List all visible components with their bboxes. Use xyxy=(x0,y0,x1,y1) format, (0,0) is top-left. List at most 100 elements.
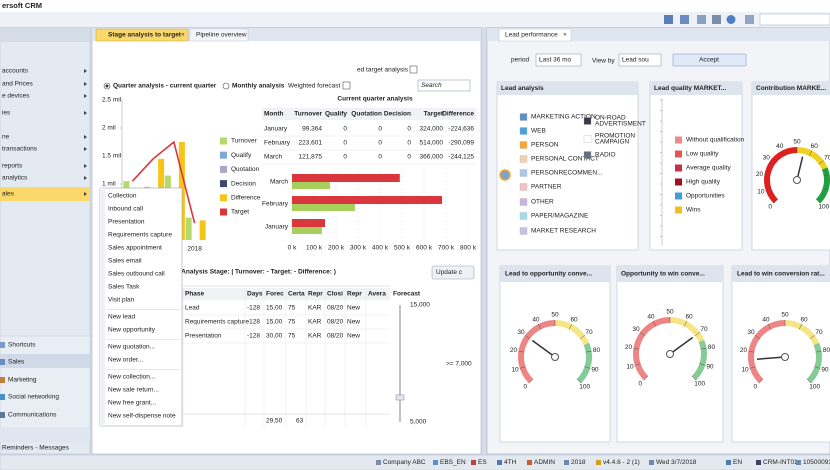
menu-item[interactable]: New lead xyxy=(108,314,135,321)
gauge-tick-label: 40 xyxy=(776,143,784,150)
radio-label[interactable]: Quarter analysis - current quarter xyxy=(113,83,217,90)
forecast-label: 5,000 xyxy=(410,419,427,426)
gauge-tick-label: 20 xyxy=(756,171,764,178)
nav-item[interactable]: ales xyxy=(2,191,15,198)
legend-swatch xyxy=(675,137,682,144)
tab[interactable]: Stage analysis to target xyxy=(108,32,182,39)
gauge-tick-label: 80 xyxy=(593,347,601,354)
y-tick-label: 2.5 mil xyxy=(102,97,122,104)
nav-item[interactable]: ies xyxy=(2,110,11,117)
x-tick-label: 100 k xyxy=(306,245,323,252)
gauge-tick-label: 30 xyxy=(763,154,771,161)
y-tick-label: March xyxy=(270,179,288,186)
y-tick-label: January xyxy=(265,224,289,231)
button-label[interactable]: Update c xyxy=(436,269,463,276)
legend-swatch xyxy=(675,165,682,172)
card-title: Lead quality MARKET... xyxy=(654,85,726,92)
table-cell: 324,000 xyxy=(420,126,444,133)
nav-section[interactable]: Shortcuts xyxy=(8,342,36,349)
nav-item[interactable]: analytics xyxy=(2,175,28,182)
nav-section[interactable]: Social networking xyxy=(8,394,59,401)
menu-item[interactable]: New sale return... xyxy=(108,387,159,394)
nav-section[interactable]: Sales xyxy=(8,359,25,366)
checkbox[interactable] xyxy=(410,66,417,73)
legend-label: High quality xyxy=(686,179,721,186)
nav-item[interactable]: and Prices xyxy=(2,81,33,88)
x-tick-label: 800 k xyxy=(460,245,477,252)
menu-item[interactable]: Requirements capture xyxy=(108,232,172,239)
gauge-tick-label: 70 xyxy=(585,329,593,336)
x-tick-label: 400 k xyxy=(372,245,389,252)
legend-swatch xyxy=(675,179,682,186)
legend-swatch xyxy=(675,151,682,158)
legend-swatch xyxy=(520,213,527,220)
toolbar-icon[interactable] xyxy=(664,15,673,24)
menu-item[interactable]: New order... xyxy=(108,357,143,364)
radio[interactable] xyxy=(223,83,229,89)
checkbox-label[interactable]: Weighted forecast xyxy=(288,83,340,90)
toolbar-icon[interactable] xyxy=(727,15,736,24)
table-title: Current quarter analysis xyxy=(337,96,413,103)
menu-item[interactable]: New quotation... xyxy=(108,344,155,351)
button-label[interactable]: Accept xyxy=(699,57,719,64)
column-header: Phase xyxy=(185,291,205,298)
menu-item[interactable]: Collection xyxy=(108,193,137,200)
gauge-hub xyxy=(782,354,789,361)
menu-item[interactable]: Visit plan xyxy=(108,297,135,304)
bar xyxy=(186,218,192,240)
legend-label: Qualify xyxy=(231,152,252,159)
column-header: Repr xyxy=(308,291,323,298)
checkbox[interactable] xyxy=(343,82,350,89)
toolbar-icon[interactable] xyxy=(697,15,706,24)
menu-item[interactable]: Sales outbound call xyxy=(108,271,165,278)
radio-label[interactable]: Monthly analysis xyxy=(232,83,285,90)
table-cell: 15,00 xyxy=(266,305,283,312)
table-cell: 99,364 xyxy=(302,126,322,133)
column-header: Difference xyxy=(442,111,474,118)
status-item: Wed 3/7/2018 xyxy=(656,459,697,466)
menu-item[interactable]: Presentation xyxy=(108,219,145,226)
legend-label: PERSONRECOMMEN... xyxy=(531,170,603,177)
gauge-tick-label: 0 xyxy=(638,380,642,387)
nav-section[interactable]: Communications xyxy=(8,412,57,419)
menu-item[interactable]: New collection... xyxy=(108,374,156,381)
select-value[interactable]: Lead sou xyxy=(622,57,649,64)
checkbox-label[interactable]: ed target analysis xyxy=(357,67,409,74)
menu-item[interactable]: Sales email xyxy=(108,258,142,265)
menu-item[interactable]: New opportunity xyxy=(108,327,156,334)
table-cell: 0 xyxy=(378,126,382,133)
nav-item[interactable]: transactions xyxy=(2,146,38,153)
menu-item[interactable]: New free grant... xyxy=(108,400,156,407)
toolbar-icon[interactable] xyxy=(745,15,754,24)
menu-item[interactable]: Inbound call xyxy=(108,206,144,213)
menu-item[interactable]: Sales appointment xyxy=(108,245,162,252)
nav-item[interactable]: ne xyxy=(2,134,10,141)
gauge-tick-label: 0 xyxy=(753,383,757,390)
toolbar-icon[interactable] xyxy=(680,15,689,24)
nav-item[interactable]: accounts xyxy=(2,68,29,75)
select-value[interactable]: Last 36 mo xyxy=(539,57,572,64)
legend-swatch xyxy=(220,209,227,216)
nav-item[interactable]: e devices xyxy=(2,93,30,100)
menu-item[interactable]: Sales Task xyxy=(108,284,140,291)
table-cell: 0 xyxy=(407,154,411,161)
toolbar-icon[interactable] xyxy=(712,15,721,24)
legend-label: Without qualification xyxy=(686,137,745,144)
tab[interactable]: Lead performance xyxy=(505,32,558,39)
menu-item[interactable]: New self-dispense note xyxy=(108,413,176,420)
toolbar-search[interactable] xyxy=(760,14,830,25)
slider-thumb[interactable] xyxy=(396,395,404,400)
table-cell: 30,00 xyxy=(266,333,283,340)
gauge-tick-label: 10 xyxy=(511,367,519,374)
reminders[interactable]: Reminders - Messages xyxy=(2,445,70,452)
nav-item[interactable]: reports xyxy=(2,163,23,170)
gauge-tick-label: 100 xyxy=(694,380,705,387)
nav-section[interactable]: Marketing xyxy=(8,377,37,384)
gauge-tick-label: 60 xyxy=(685,313,693,320)
tab[interactable]: Pipeline overview xyxy=(196,32,247,39)
footer-cell: 63 xyxy=(296,418,304,425)
table-cell: 75 xyxy=(288,333,296,340)
legend-swatch xyxy=(520,228,527,235)
card xyxy=(752,82,830,250)
